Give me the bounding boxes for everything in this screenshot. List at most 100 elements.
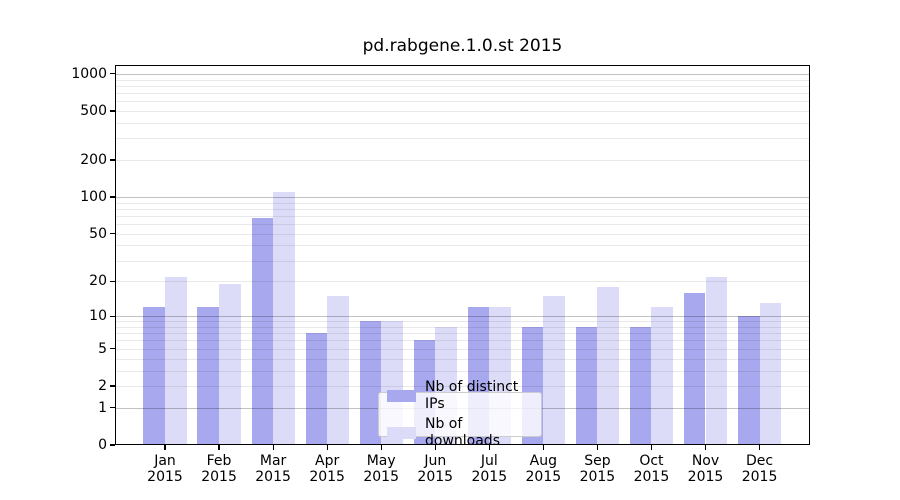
x-tick-label: Jan 2015 xyxy=(147,453,183,485)
bar-dec-distinct-ips xyxy=(737,316,760,445)
gridline-minor xyxy=(115,122,810,124)
gridline-minor xyxy=(115,333,810,335)
y-tick-mark xyxy=(110,407,115,409)
bar-aug-downloads xyxy=(543,296,565,445)
y-tick-label: 500 xyxy=(80,103,107,120)
gridline-minor xyxy=(115,370,810,372)
bar-sep-downloads xyxy=(597,286,619,445)
legend: Nb of distinct IPs Nb of downloads xyxy=(378,379,542,449)
x-tick-mark xyxy=(380,445,382,450)
gridline-minor xyxy=(115,111,810,113)
bar-oct-downloads xyxy=(651,307,674,445)
legend-label-downloads: Nb of downloads xyxy=(425,416,500,449)
gridline-minor xyxy=(115,321,810,323)
bar-may-distinct-ips xyxy=(359,321,382,445)
gridline-minor xyxy=(115,281,810,283)
x-tick-mark xyxy=(542,445,544,450)
gridline-minor xyxy=(115,85,810,87)
y-tick-label: 0 xyxy=(98,437,107,453)
y-tick-label: 1 xyxy=(98,399,107,416)
gridline-major xyxy=(115,316,810,318)
bar-nov-downloads xyxy=(705,276,728,445)
gridline-minor xyxy=(115,215,810,217)
legend-swatch-distinct-ips xyxy=(387,390,416,402)
x-tick-label: Dec 2015 xyxy=(741,453,778,485)
y-tick-label: 10 xyxy=(89,308,107,325)
gridline-minor xyxy=(115,224,810,226)
gridline-minor xyxy=(115,340,810,342)
y-tick-mark xyxy=(110,233,115,235)
x-tick-label: Aug 2015 xyxy=(525,453,562,485)
y-tick-mark xyxy=(110,315,115,317)
gridline-minor xyxy=(115,233,810,235)
x-tick-label: Jul 2015 xyxy=(471,453,508,485)
x-tick-mark xyxy=(650,445,653,450)
x-tick-label: Nov 2015 xyxy=(687,453,724,485)
y-tick-mark xyxy=(110,444,115,446)
x-tick-label: May 2015 xyxy=(363,453,399,485)
legend-item-downloads: Nb of downloads xyxy=(379,416,541,450)
x-tick-label: Oct 2015 xyxy=(633,453,670,485)
x-tick-mark xyxy=(704,445,707,450)
y-tick-mark xyxy=(110,280,115,283)
x-tick-mark xyxy=(488,445,490,450)
bar-apr-distinct-ips xyxy=(305,333,328,445)
gridline-minor xyxy=(115,101,810,103)
bar-jan-distinct-ips xyxy=(143,307,165,445)
bar-oct-distinct-ips xyxy=(629,326,652,445)
x-tick-label: Apr 2015 xyxy=(309,453,345,485)
gridline-minor xyxy=(115,326,810,328)
bar-dec-downloads xyxy=(759,303,782,445)
gridline-minor xyxy=(115,202,810,204)
y-tick-label: 200 xyxy=(80,152,107,169)
y-tick-label: 20 xyxy=(89,273,107,290)
x-tick-mark xyxy=(272,445,274,450)
gridline-minor xyxy=(115,260,810,262)
x-tick-label: Feb 2015 xyxy=(201,453,237,485)
gridline-major xyxy=(115,73,810,75)
x-tick-mark xyxy=(758,445,761,450)
y-tick-mark xyxy=(110,385,115,387)
gridline-minor xyxy=(115,348,810,350)
gridline-minor xyxy=(115,385,810,387)
gridline-minor xyxy=(115,208,810,210)
gridline-minor xyxy=(115,92,810,94)
y-tick-mark xyxy=(110,196,115,198)
chart-title: pd.rabgene.1.0.st 2015 xyxy=(362,36,563,56)
gridline-major xyxy=(115,197,810,199)
gridline-minor xyxy=(115,358,810,360)
x-tick-mark xyxy=(218,445,220,450)
y-tick-mark xyxy=(110,348,115,350)
bar-apr-downloads xyxy=(327,296,349,445)
y-tick-mark xyxy=(110,110,115,112)
x-tick-mark xyxy=(164,445,166,450)
y-tick-label: 2 xyxy=(98,377,107,394)
x-tick-label: Jun 2015 xyxy=(417,453,454,485)
y-tick-label: 50 xyxy=(89,225,107,242)
legend-item-distinct-ips: Nb of distinct IPs xyxy=(379,379,541,413)
gridline-minor xyxy=(115,79,810,81)
bar-jan-downloads xyxy=(165,276,187,445)
x-tick-mark xyxy=(434,445,436,450)
gridline-minor xyxy=(115,245,810,247)
bar-feb-downloads xyxy=(219,284,241,445)
x-tick-mark xyxy=(596,445,598,450)
y-tick-mark xyxy=(110,159,115,161)
y-tick-label: 1000 xyxy=(71,65,107,82)
y-tick-mark xyxy=(110,73,115,75)
bar-mar-downloads xyxy=(273,191,295,445)
bar-nov-distinct-ips xyxy=(683,292,706,445)
bar-sep-distinct-ips xyxy=(575,326,598,445)
gridline-minor xyxy=(115,160,810,162)
bar-mar-distinct-ips xyxy=(251,218,274,445)
y-tick-label: 100 xyxy=(80,189,107,206)
x-tick-label: Sep 2015 xyxy=(579,453,616,485)
legend-label-distinct-ips: Nb of distinct IPs xyxy=(425,379,519,412)
x-tick-mark xyxy=(326,445,328,450)
legend-swatch-downloads xyxy=(387,427,416,439)
y-tick-label: 5 xyxy=(98,340,107,357)
bar-feb-distinct-ips xyxy=(197,307,220,445)
x-tick-label: Mar 2015 xyxy=(255,453,291,485)
gridline-minor xyxy=(115,138,810,140)
